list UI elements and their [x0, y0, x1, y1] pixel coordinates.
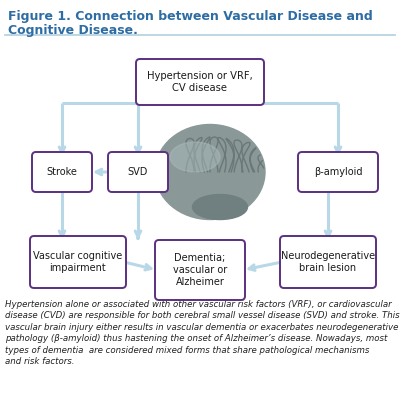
Text: Stroke: Stroke: [46, 167, 78, 177]
Text: SVD: SVD: [128, 167, 148, 177]
FancyBboxPatch shape: [136, 59, 264, 105]
Text: Neurodegenerative
brain lesion: Neurodegenerative brain lesion: [281, 251, 375, 273]
Text: Figure 1. Connection between Vascular Disease and: Figure 1. Connection between Vascular Di…: [8, 10, 373, 23]
FancyBboxPatch shape: [30, 236, 126, 288]
FancyBboxPatch shape: [155, 240, 245, 300]
Text: Dementia;
vascular or
Alzheimer: Dementia; vascular or Alzheimer: [173, 253, 227, 287]
Ellipse shape: [192, 194, 248, 220]
FancyBboxPatch shape: [298, 152, 378, 192]
FancyBboxPatch shape: [108, 152, 168, 192]
Text: Cognitive Disease.: Cognitive Disease.: [8, 24, 138, 37]
FancyBboxPatch shape: [32, 152, 92, 192]
FancyBboxPatch shape: [280, 236, 376, 288]
Text: Hypertension alone or associated with other vascular risk factors (VRF), or card: Hypertension alone or associated with ot…: [5, 300, 400, 366]
Ellipse shape: [155, 124, 265, 220]
Ellipse shape: [170, 142, 220, 172]
Text: β-amyloid: β-amyloid: [314, 167, 362, 177]
Text: Vascular cognitive
impairment: Vascular cognitive impairment: [33, 251, 123, 273]
Text: Hypertension or VRF,
CV disease: Hypertension or VRF, CV disease: [147, 71, 253, 93]
